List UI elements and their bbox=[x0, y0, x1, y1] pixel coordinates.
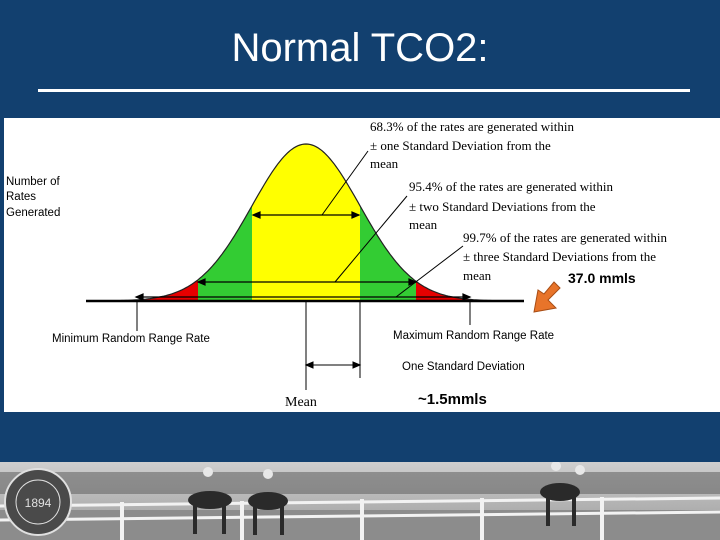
arrow-3sd-head-left bbox=[134, 293, 144, 301]
band-1sd bbox=[252, 144, 360, 301]
sd-label: One Standard Deviation bbox=[402, 361, 525, 373]
arrow-3sd-head-right bbox=[462, 293, 472, 301]
arrow-2sd-head-right bbox=[408, 278, 418, 286]
vertical-markers bbox=[136, 301, 471, 390]
mean-label: Mean bbox=[285, 395, 317, 410]
sd-span-head-left bbox=[304, 361, 314, 369]
threshold-arrow-icon bbox=[533, 281, 561, 313]
logo-year: 1894 bbox=[25, 496, 52, 510]
min-rate-label: Minimum Random Range Rate bbox=[52, 333, 210, 345]
annotation-2sd-line-1: 95.4% of the rates are generated within bbox=[409, 179, 613, 194]
leader-1sd bbox=[321, 150, 369, 216]
sd-range-arrows bbox=[134, 211, 472, 301]
annotation-3sd-line-2: ± three Standard Deviations from the bbox=[463, 249, 656, 264]
annotation-1sd-line-3: mean bbox=[370, 156, 399, 171]
annotation-1sd-line-2: ± one Standard Deviation from the bbox=[370, 138, 551, 153]
annotation-2sd-line-3: mean bbox=[409, 217, 438, 232]
arrow-1sd-head-left bbox=[251, 211, 261, 219]
y-axis-label-line-3: Generated bbox=[6, 207, 60, 219]
leader-2sd bbox=[334, 195, 408, 283]
jockey-club-logo: 1894 bbox=[4, 468, 72, 536]
leader-3sd bbox=[395, 245, 464, 298]
title-divider bbox=[38, 89, 690, 92]
sd-value-label: ~1.5mmls bbox=[418, 391, 487, 408]
jockeys bbox=[203, 462, 585, 479]
annotation-3sd-line-1: 99.7% of the rates are generated within bbox=[463, 230, 667, 245]
normal-distribution-panel: Number of Rates Generated 68.3% of the r… bbox=[4, 118, 720, 412]
band-3sd-left bbox=[136, 144, 198, 301]
threshold-label: 37.0 mmls bbox=[568, 270, 636, 286]
racing-photo-image: 1894 bbox=[0, 462, 720, 540]
arrow-1sd-head-right bbox=[351, 211, 361, 219]
sd-span-head-right bbox=[352, 361, 362, 369]
fence-posts bbox=[120, 497, 604, 540]
arrow-2sd-head-left bbox=[196, 278, 206, 286]
y-axis-label-line-2: Rates bbox=[6, 191, 36, 203]
annotation-3sd-line-3: mean bbox=[463, 268, 492, 283]
annotation-1sd-line-1: 68.3% of the rates are generated within bbox=[370, 119, 574, 134]
racing-photo: 1894 bbox=[0, 462, 720, 540]
band-2sd-left bbox=[198, 144, 252, 301]
horse-silhouettes bbox=[188, 483, 580, 535]
y-axis-label-line-1: Number of bbox=[6, 176, 60, 188]
annotation-leaders bbox=[321, 150, 464, 298]
sd-span-arrow bbox=[304, 361, 362, 369]
normal-distribution-diagram: Number of Rates Generated 68.3% of the r… bbox=[6, 119, 667, 410]
slide-title: Normal TCO2: bbox=[231, 26, 489, 70]
max-rate-label: Maximum Random Range Rate bbox=[393, 330, 554, 342]
annotation-2sd-line-2: ± two Standard Deviations from the bbox=[409, 199, 596, 214]
